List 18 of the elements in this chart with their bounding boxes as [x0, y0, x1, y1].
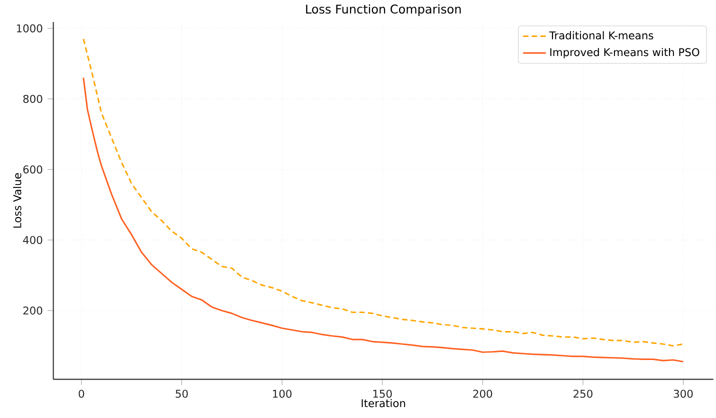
x-tick-label: 200: [473, 390, 492, 398]
chart-title: Loss Function Comparison: [306, 4, 461, 16]
line-series: [82, 77, 684, 362]
legend-label: Traditional K-means: [549, 31, 654, 40]
legend-label: Improved K-means with PSO: [550, 48, 700, 58]
y-tick-label: 1000: [16, 24, 42, 32]
x-tick-label: 300: [674, 390, 693, 398]
y-tick-label: 800: [23, 94, 42, 103]
x-tick-label: 100: [273, 390, 292, 398]
x-tick-label: 0: [78, 390, 84, 398]
y-tick-label: 400: [23, 236, 42, 244]
y-axis-title: Loss Value: [13, 173, 22, 228]
y-tick-label: 200: [23, 306, 42, 315]
x-tick-label: 250: [574, 390, 592, 398]
x-axis-title: Iteration: [362, 398, 406, 408]
y-tick-label: 600: [23, 165, 42, 174]
x-tick-label: 150: [373, 390, 392, 398]
x-tick-label: 50: [176, 390, 188, 398]
